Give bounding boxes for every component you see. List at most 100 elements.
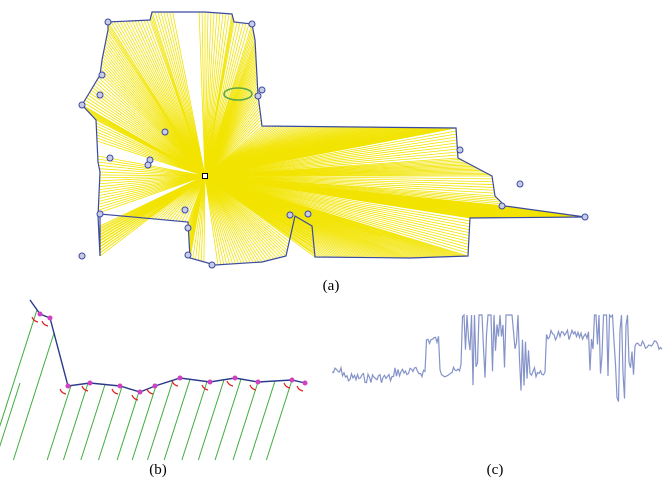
scan-ray: [201, 11, 206, 177]
scan-ray: [204, 175, 493, 183]
scan-ray: [204, 175, 296, 217]
scan-ray: [92, 87, 206, 177]
scan-ray: [99, 175, 206, 179]
panel-label: (c): [487, 462, 504, 478]
scan-ray: [204, 175, 228, 265]
scan-ray: [98, 175, 206, 238]
scan-ray: [93, 84, 206, 177]
scan-ray: [204, 175, 254, 263]
endpoint-marker: [78, 252, 86, 260]
scan-ray: [204, 175, 272, 260]
scan-ray: [204, 175, 248, 264]
scan-ray: [99, 175, 206, 248]
scan-ray: [204, 175, 287, 254]
scan-ray: [204, 12, 209, 177]
scan-ray: [157, 11, 206, 177]
signal-trace: [331, 313, 663, 402]
scan-ray: [107, 24, 206, 177]
angle-arc: [59, 388, 67, 395]
scan-ray: [99, 174, 206, 177]
scan-ray: [204, 175, 263, 263]
vertex-dot: [302, 380, 308, 386]
scan-ray: [204, 13, 221, 177]
vertex-dot: [152, 383, 158, 389]
endpoint-marker: [96, 210, 104, 218]
endpoint-marker: [258, 86, 266, 94]
scan-beam: [0, 309, 38, 428]
scan-beam: [116, 391, 140, 461]
scan-ray: [98, 175, 206, 202]
scan-ray: [181, 175, 206, 222]
scan-ray: [200, 175, 206, 262]
scan-ray: [204, 175, 295, 220]
scan-ray: [89, 92, 206, 177]
scan-ray: [204, 175, 469, 242]
endpoint-marker: [248, 20, 256, 28]
scan-ray: [172, 11, 206, 177]
scan-ray: [204, 175, 471, 219]
scan-ray: [96, 134, 206, 177]
scan-ray: [204, 175, 257, 263]
angle-arc: [131, 394, 139, 401]
angle-arc: [146, 388, 154, 395]
scan-ray: [204, 175, 470, 234]
endpoint-marker: [161, 128, 169, 136]
laser-scan-panel: [78, 11, 589, 269]
scan-ray: [204, 12, 212, 177]
endpoint-marker: [106, 154, 114, 162]
scan-ray: [204, 13, 230, 177]
angle-arc: [226, 380, 234, 387]
scan-beam: [98, 386, 123, 461]
endpoint-marker: [286, 211, 294, 219]
scan-ray: [90, 89, 206, 177]
scan-ray: [204, 13, 227, 177]
angle-arc: [31, 316, 39, 323]
scan-ray: [204, 175, 470, 239]
scan-ray: [128, 20, 206, 177]
scan-ray: [99, 175, 206, 188]
scan-ray: [204, 175, 234, 264]
scan-ray: [204, 175, 469, 254]
scan-curve: [29, 299, 306, 393]
angle-arc: [296, 385, 304, 392]
scan-ray: [97, 158, 206, 177]
scan-ray: [166, 11, 206, 177]
scan-ray: [204, 175, 292, 234]
scan-ray: [204, 175, 239, 264]
scan-ray: [125, 20, 206, 177]
scan-ray: [204, 175, 293, 228]
scan-ray: [204, 175, 222, 265]
scan-ray: [83, 102, 206, 177]
scan-ray: [96, 125, 206, 177]
scan-ray: [137, 20, 206, 177]
scan-ray: [204, 142, 458, 177]
vertex-dot: [65, 383, 71, 389]
scan-beam: [232, 381, 259, 461]
endpoint-marker: [181, 206, 189, 214]
scan-beam: [249, 380, 276, 461]
scan-ray: [204, 175, 470, 231]
scan-beam: [163, 379, 191, 461]
endpoint-marker: [144, 161, 152, 169]
vertex-dot: [177, 375, 183, 381]
endpoint-marker: [456, 146, 464, 154]
endpoint-marker: [304, 210, 312, 218]
endpoint-marker: [516, 180, 524, 188]
scan-ray: [98, 175, 206, 196]
scan-ray: [204, 175, 494, 185]
scan-ray: [204, 22, 238, 177]
scan-beam: [181, 381, 208, 461]
scan-ray: [204, 22, 244, 177]
scan-ray: [99, 175, 206, 190]
scan-ray: [204, 175, 470, 236]
scan-ray: [175, 175, 206, 222]
endpoint-marker: [581, 213, 589, 221]
scan-ray: [204, 22, 241, 177]
scan-ray: [197, 175, 206, 261]
vertex-dot: [232, 375, 238, 381]
scan-ray: [86, 97, 206, 177]
scan-ray: [204, 145, 458, 177]
highlight-ellipse: [223, 87, 253, 101]
scan-ray: [119, 21, 206, 177]
scan-ray: [204, 23, 250, 177]
